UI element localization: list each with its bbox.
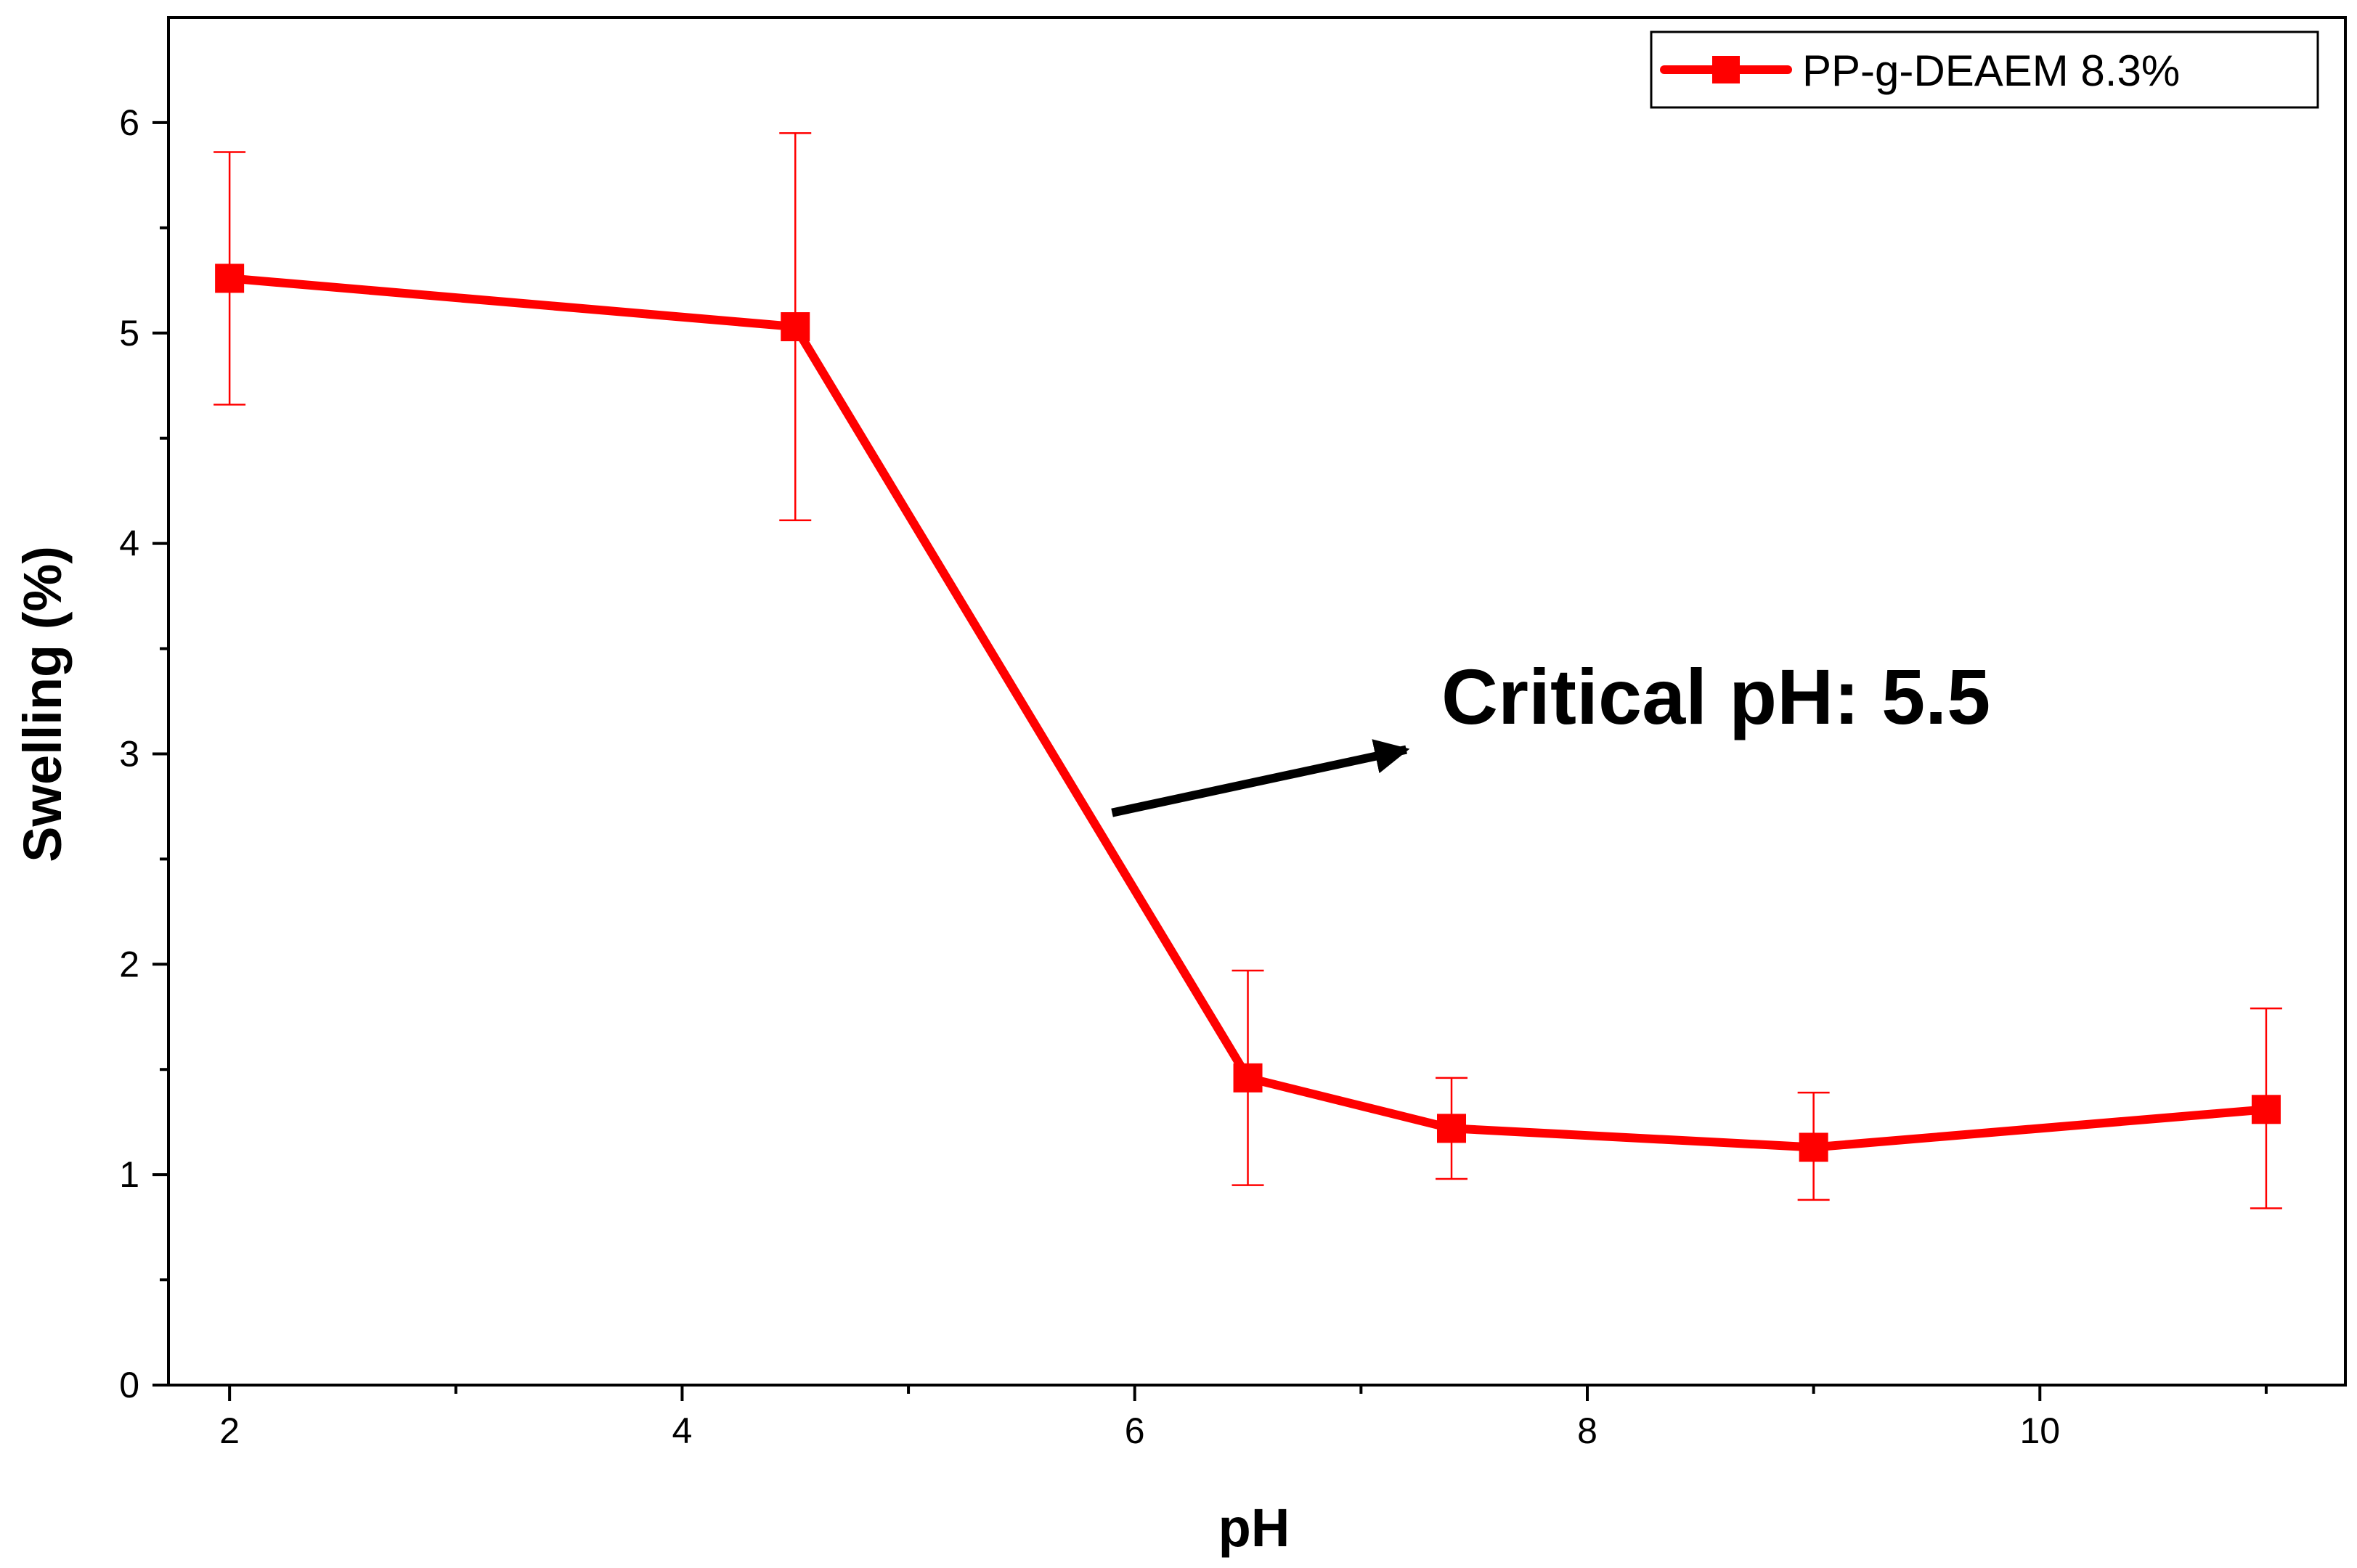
data-point-marker bbox=[1437, 1114, 1467, 1143]
y-tick-label: 2 bbox=[119, 944, 139, 984]
data-point-marker bbox=[215, 264, 245, 293]
y-tick-label: 6 bbox=[119, 102, 139, 143]
data-point-marker bbox=[1233, 1063, 1263, 1093]
x-tick-label: 8 bbox=[1577, 1410, 1597, 1451]
y-tick-label: 5 bbox=[119, 313, 139, 354]
data-point-marker bbox=[2251, 1095, 2281, 1124]
y-tick-label: 1 bbox=[119, 1154, 139, 1195]
y-axis-title: Swelling (%) bbox=[12, 546, 73, 862]
annotation-arrow bbox=[1111, 739, 1410, 817]
legend-box bbox=[1650, 30, 2319, 109]
legend-marker-swatch bbox=[1712, 56, 1740, 83]
series-line bbox=[225, 274, 2271, 1152]
annotation-critical-ph: Critical pH: 5.5 bbox=[1441, 653, 1990, 740]
x-tick-label: 10 bbox=[2019, 1410, 2060, 1451]
plot-area-frame bbox=[167, 16, 2347, 1387]
data-point-marker bbox=[781, 312, 810, 342]
y-tick-label: 3 bbox=[119, 733, 139, 774]
legend-label: PP-g-DEAEM 8.3% bbox=[1802, 46, 2180, 95]
data-point-marker bbox=[1799, 1132, 1828, 1162]
y-tick-label: 4 bbox=[119, 523, 139, 564]
x-tick-label: 4 bbox=[672, 1410, 693, 1451]
x-tick-label: 6 bbox=[1125, 1410, 1145, 1451]
y-tick-label: 0 bbox=[119, 1365, 139, 1405]
x-tick-label: 2 bbox=[219, 1410, 240, 1451]
x-axis-title: pH bbox=[1218, 1498, 1290, 1558]
